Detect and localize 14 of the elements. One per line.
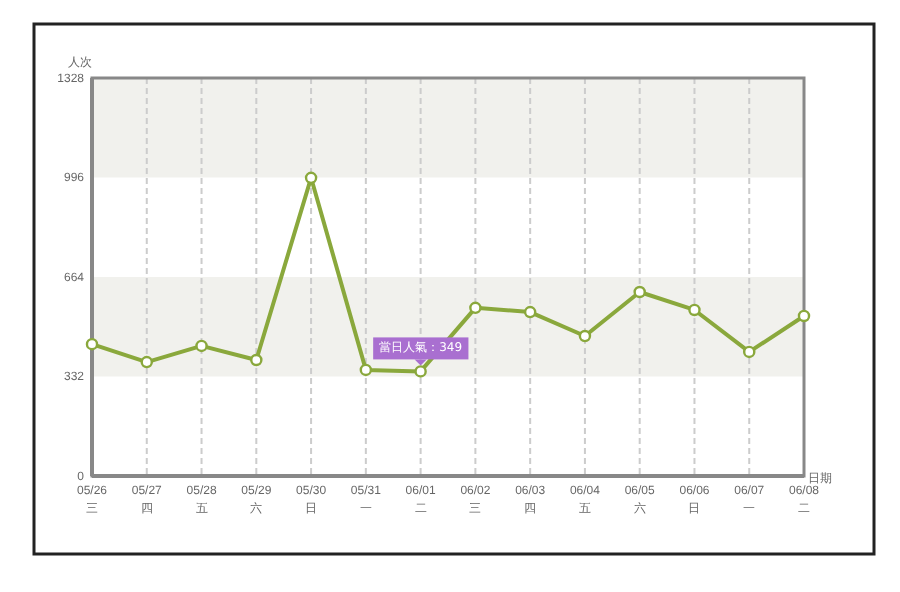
point (578, 329, 592, 343)
point (742, 345, 756, 359)
point (195, 339, 208, 353)
point (414, 365, 427, 378)
point (304, 171, 318, 185)
point (140, 355, 154, 369)
point (85, 337, 99, 351)
point (633, 285, 646, 299)
point (688, 303, 701, 317)
point (359, 363, 373, 377)
point (250, 353, 263, 367)
point (523, 305, 537, 319)
point (797, 309, 811, 323)
point (469, 301, 482, 315)
